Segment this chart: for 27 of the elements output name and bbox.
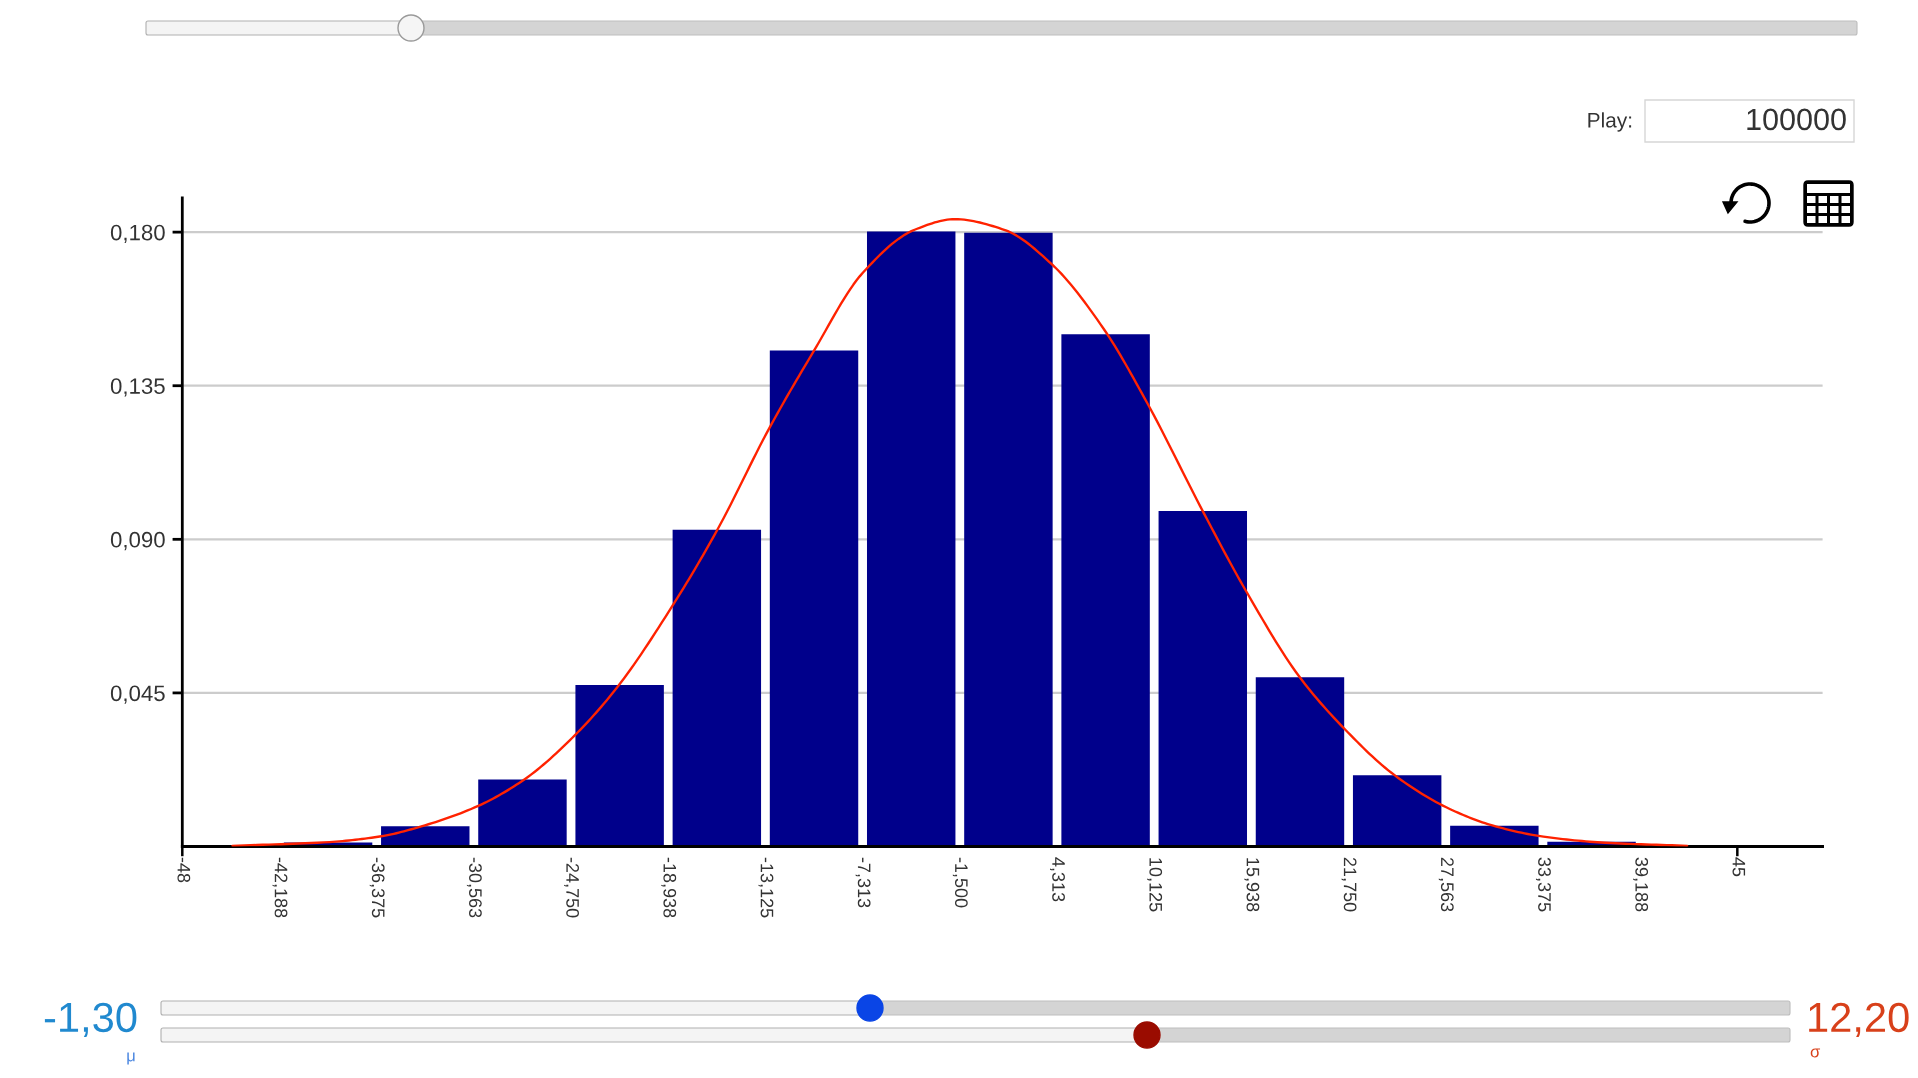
x-tick-label: -48 (177, 857, 191, 883)
x-tick-label: -7,313 (855, 857, 871, 908)
x-tick-label: -1,500 (952, 857, 968, 908)
x-tick-label: -42,188 (272, 857, 288, 918)
x-tick-label: 39,188 (1633, 857, 1649, 912)
x-tick-label: -30,563 (466, 857, 482, 918)
x-tick-label: 10,125 (1147, 858, 1163, 912)
x-tick-label: -18,938 (661, 857, 677, 918)
x-tick-label: 4,313 (1050, 857, 1065, 902)
y-tick-label: 0,135 (110, 378, 165, 397)
x-tick-label: -36,375 (369, 857, 385, 918)
x-tick-label: 27,563 (1438, 857, 1454, 912)
x-tick-label: -24,750 (564, 857, 579, 918)
y-tick-label: 0,090 (110, 531, 165, 551)
text: 12,20 (1809, 1002, 1909, 1038)
y-tick-label: 0,180 (110, 224, 165, 244)
text: σ (1810, 1048, 1821, 1058)
text: μ (127, 1052, 135, 1065)
x-tick-label: -13,125 (758, 857, 774, 918)
x-tick-label: 33,375 (1535, 857, 1551, 912)
text: 100000 (1747, 108, 1846, 131)
y-tick-label: 0,045 (110, 685, 165, 704)
x-tick-label: 21,750 (1341, 857, 1357, 912)
x-tick-label: 15,938 (1244, 858, 1260, 912)
x-tick-label: 45 (1732, 857, 1746, 877)
text: -1,30 (44, 1002, 137, 1038)
text: Play: (1588, 112, 1632, 132)
